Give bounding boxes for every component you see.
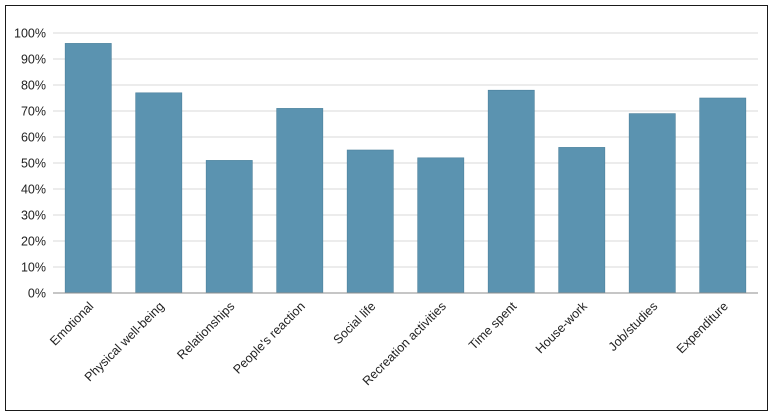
x-category-label: Emotional: [47, 299, 96, 348]
bar: [205, 160, 253, 294]
bar: [558, 147, 606, 294]
bar: [487, 89, 535, 294]
x-category-label: House-work: [533, 299, 591, 357]
x-category-label: Physical well-being: [82, 299, 167, 384]
bar: [628, 113, 676, 294]
bars: [64, 43, 747, 294]
bar: [346, 149, 394, 294]
y-axis-tick-labels: 0% 10% 20% 30% 40% 50% 60% 70% 80% 90% 100%: [14, 27, 46, 301]
y-tick-label: 50%: [21, 157, 46, 171]
bar: [276, 108, 324, 294]
x-category-label: People's reaction: [230, 299, 307, 376]
bar: [64, 43, 112, 294]
y-tick-label: 30%: [21, 209, 46, 223]
x-category-label: Job/studies: [606, 299, 661, 354]
y-tick-label: 10%: [21, 261, 46, 275]
y-tick-label: 60%: [21, 131, 46, 145]
bar: [699, 97, 747, 294]
y-tick-label: 40%: [21, 183, 46, 197]
bar: [417, 157, 465, 294]
bar: [135, 92, 183, 294]
y-tick-label: 20%: [21, 235, 46, 249]
x-category-label: Social life: [331, 299, 379, 347]
x-category-label: Relationships: [174, 299, 237, 362]
y-tick-label: 100%: [14, 27, 46, 41]
y-tick-label: 0%: [28, 287, 46, 301]
y-tick-label: 80%: [21, 79, 46, 93]
x-category-label: Expenditure: [674, 299, 731, 356]
x-category-label: Time spent: [466, 299, 520, 353]
y-tick-label: 70%: [21, 105, 46, 119]
y-tick-label: 90%: [21, 53, 46, 67]
